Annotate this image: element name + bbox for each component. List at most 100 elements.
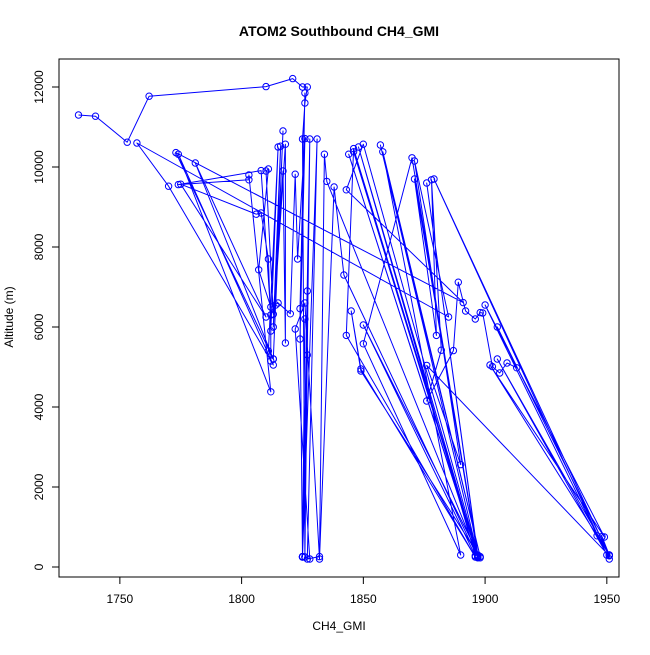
data-point: [410, 175, 419, 183]
data-point: [347, 307, 355, 315]
data-point: [342, 186, 350, 194]
data-point: [164, 182, 173, 190]
data-point: [301, 553, 309, 561]
data-point: [449, 346, 458, 355]
data-point: [279, 167, 287, 175]
data-point: [357, 365, 365, 373]
data-point: [330, 183, 338, 191]
data-point: [257, 166, 265, 175]
x-tick-label: 1750: [107, 592, 134, 606]
data-point: [342, 331, 350, 340]
data-point: [476, 308, 484, 317]
data-point: [423, 361, 431, 370]
x-tick-label: 1800: [228, 592, 255, 606]
data-point: [444, 313, 453, 321]
x-tick-label: 1950: [593, 592, 620, 606]
data-point: [423, 397, 431, 405]
data-point: [267, 357, 275, 365]
data-point: [457, 551, 465, 559]
data-point: [272, 301, 280, 309]
data-point: [493, 355, 501, 363]
data-point: [457, 460, 465, 469]
data-point: [379, 148, 387, 156]
data-point: [133, 139, 141, 147]
data-point: [293, 255, 302, 263]
data-point: [301, 99, 309, 107]
data-point: [430, 175, 438, 183]
x-axis-label: CH4_GMI: [312, 619, 365, 633]
data-point: [481, 301, 489, 309]
data-point: [474, 552, 482, 560]
y-tick-label: 12000: [32, 70, 46, 104]
data-point: [471, 315, 479, 323]
data-point: [281, 339, 290, 347]
data-point: [410, 157, 419, 165]
data-point: [605, 555, 613, 563]
series-line: [78, 78, 610, 560]
data-point: [315, 552, 324, 561]
y-tick-label: 2000: [32, 473, 46, 500]
data-point: [303, 351, 311, 359]
data-point: [479, 309, 487, 317]
plot-area: 1750 1800 1850 1900 1950 0 2000 4000 6000 8000 100…: [32, 58, 620, 606]
y-tick-label: 10000: [32, 150, 46, 184]
data-point: [323, 177, 331, 186]
data-point: [264, 165, 273, 173]
data-point: [123, 138, 131, 146]
data-point: [461, 307, 470, 315]
data-point: [291, 325, 299, 333]
data-point: [454, 278, 462, 286]
data-point: [267, 327, 275, 335]
data-point: [262, 82, 270, 91]
data-point: [359, 340, 367, 348]
data-point: [493, 323, 501, 331]
data-point: [286, 310, 294, 318]
data-point: [303, 287, 311, 295]
data-point: [503, 359, 511, 367]
data-point: [432, 331, 441, 340]
data-point: [252, 210, 260, 218]
data-point: [349, 148, 358, 156]
data-point: [486, 361, 494, 369]
data-point: [600, 533, 609, 541]
data-point: [301, 134, 309, 143]
data-point: [313, 135, 321, 143]
data-point: [306, 555, 314, 563]
data-point: [296, 304, 304, 313]
data-point: [257, 209, 265, 217]
plot-frame: [58, 58, 620, 578]
data-point: [262, 167, 270, 175]
data-point: [513, 364, 521, 372]
y-tick-label: 4000: [32, 393, 46, 420]
y-axis-label: Altitude (m): [2, 286, 16, 347]
data-point: [267, 303, 275, 311]
chart-title: ATOM2 Southbound CH4_GMI: [239, 23, 439, 39]
data-point: [301, 315, 309, 323]
data-point: [264, 347, 273, 355]
data-point: [269, 323, 277, 331]
data-point: [276, 142, 285, 150]
data-point: [267, 311, 275, 319]
data-point: [262, 313, 270, 321]
data-point: [174, 150, 183, 158]
data-point: [264, 255, 273, 263]
data-point: [301, 89, 309, 97]
data-point: [279, 127, 287, 135]
data-point: [267, 388, 275, 396]
data-point: [320, 150, 329, 158]
data-point: [301, 299, 309, 307]
data-point: [593, 532, 601, 540]
data-point: [91, 112, 100, 120]
data-point: [291, 170, 299, 178]
data-point: [496, 369, 504, 377]
data-point: [459, 298, 467, 307]
y-tick-label: 8000: [32, 233, 46, 260]
x-tick-label: 1850: [350, 592, 377, 606]
data-point: [296, 335, 304, 343]
data-point: [269, 361, 277, 369]
data-point: [174, 180, 183, 189]
data-point: [74, 111, 83, 119]
data-point: [315, 555, 324, 563]
